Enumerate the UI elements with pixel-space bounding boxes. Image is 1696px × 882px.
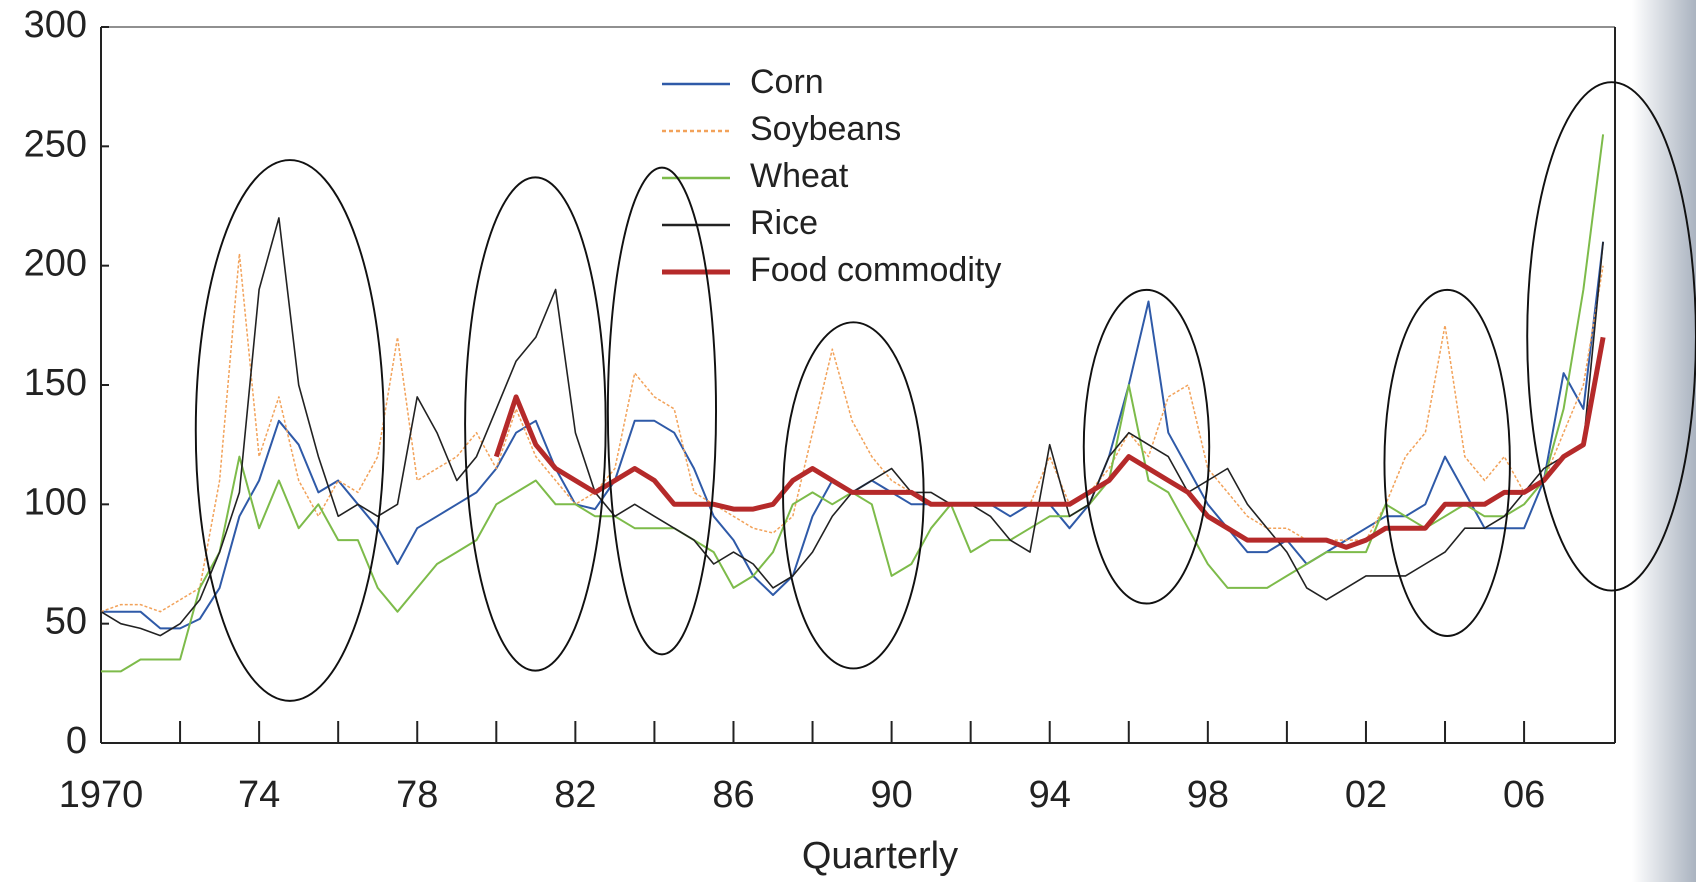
x-tick-label: 90 xyxy=(870,774,912,816)
side-decoration xyxy=(1632,0,1696,882)
x-tick-label: 94 xyxy=(1029,774,1071,816)
x-axis-label: Quarterly xyxy=(802,835,958,877)
annotation-ellipses xyxy=(194,81,1696,702)
x-tick-label: 74 xyxy=(238,774,280,816)
series-line xyxy=(101,134,1605,673)
ellipse xyxy=(606,166,717,656)
series-line xyxy=(493,336,1606,550)
x-tick-label: 86 xyxy=(712,774,754,816)
x-tick-label: 02 xyxy=(1345,774,1387,816)
y-tick-label: 250 xyxy=(24,123,87,165)
legend-label: Rice xyxy=(750,204,818,242)
x-tick-label: 78 xyxy=(396,774,438,816)
legend-label: Soybeans xyxy=(750,110,901,148)
y-tick-label: 0 xyxy=(66,720,87,762)
ellipse xyxy=(194,159,385,702)
legend-label: Corn xyxy=(750,63,824,101)
legend-label: Wheat xyxy=(750,157,849,195)
x-tick-label: 82 xyxy=(554,774,596,816)
legend-label: Food commodity xyxy=(750,251,1001,289)
x-tick-label: 1970 xyxy=(59,774,144,816)
y-tick-label: 200 xyxy=(24,243,87,285)
x-tick-label: 06 xyxy=(1503,774,1545,816)
ellipse xyxy=(1383,288,1511,637)
y-tick-label: 150 xyxy=(24,362,87,404)
ellipse xyxy=(464,176,607,672)
series-line xyxy=(101,241,1605,630)
series-line xyxy=(100,252,1604,613)
plot-area: 0 50 100 150 200 250 300 1970 74 78 82 86 90 94 98 02 06… xyxy=(24,4,1616,816)
x-tick-label: 98 xyxy=(1187,774,1229,816)
ellipse xyxy=(1082,288,1211,605)
y-tick-label: 300 xyxy=(24,4,87,46)
y-tick-label: 50 xyxy=(45,601,87,643)
ellipse xyxy=(782,321,925,670)
y-tick-label: 100 xyxy=(24,481,87,523)
